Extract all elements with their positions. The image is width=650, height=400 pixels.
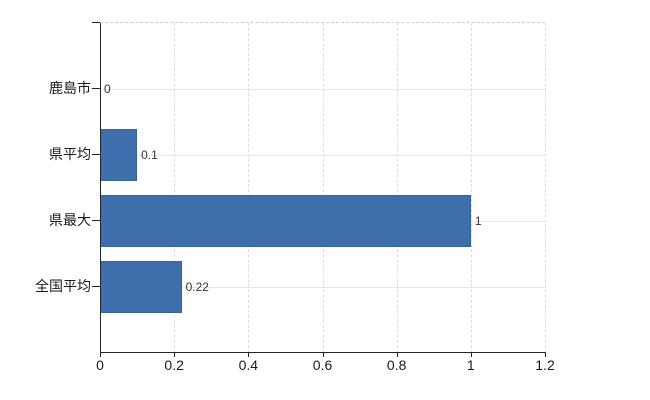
bar	[100, 129, 138, 181]
x-axis-tick-label: 0	[96, 357, 104, 373]
gridline	[100, 287, 545, 288]
y-axis-label: 鹿島市	[49, 80, 91, 96]
bar-value-label: 1	[474, 214, 482, 228]
y-axis-tick	[92, 154, 100, 155]
bar-value-label: 0	[104, 82, 111, 96]
gridline	[100, 89, 545, 90]
gridline	[396, 23, 398, 353]
gridline	[470, 23, 472, 353]
gridline	[100, 155, 545, 156]
y-axis-label: 県最大	[49, 212, 91, 228]
bar-value-label: 0.1	[141, 148, 158, 162]
x-axis-tick	[545, 353, 546, 357]
gridline	[174, 23, 176, 353]
x-axis-tick-label: 0.8	[386, 357, 407, 373]
y-axis-tick	[92, 286, 100, 287]
x-axis-line	[100, 352, 546, 353]
x-axis-tick	[248, 353, 250, 357]
y-axis-tick	[92, 220, 100, 221]
y-axis-tick	[92, 88, 100, 89]
bar-value-label: 0.22	[185, 280, 209, 294]
y-axis-tick	[92, 22, 100, 23]
plot-area: 0 0.1 1 0.22	[100, 22, 546, 357]
x-axis-tick-label: 0.2	[164, 357, 184, 373]
x-axis-tick-label: 1	[466, 357, 475, 373]
gridline	[322, 23, 324, 353]
y-axis-line	[100, 23, 101, 353]
x-axis-tick	[322, 353, 324, 357]
x-axis-tick	[470, 353, 472, 357]
x-axis-tick	[100, 353, 101, 357]
x-axis-tick-label: 1.2	[535, 357, 555, 373]
x-axis-tick-label: 0.6	[312, 357, 333, 373]
x-axis-tick	[174, 353, 176, 357]
y-axis-label: 全国平均	[35, 278, 91, 294]
gridline	[545, 23, 546, 353]
y-axis-label: 県平均	[49, 146, 91, 162]
bar	[100, 261, 182, 313]
x-axis-tick-label: 0.4	[238, 357, 259, 373]
gridline	[248, 23, 250, 353]
x-axis-tick	[396, 353, 398, 357]
bar	[100, 195, 471, 247]
